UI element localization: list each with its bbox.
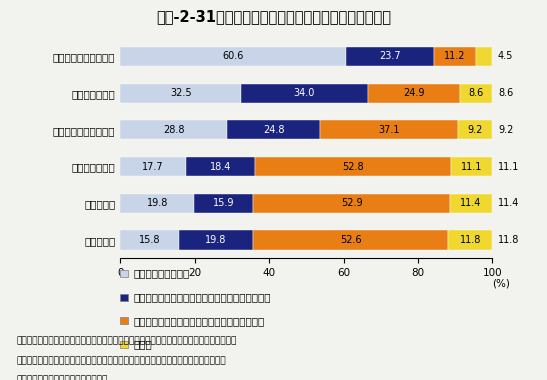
Text: 52.9: 52.9 xyxy=(341,198,362,208)
Text: 60.6: 60.6 xyxy=(223,51,244,61)
Bar xyxy=(120,120,228,139)
Bar xyxy=(228,120,319,139)
Text: 52.6: 52.6 xyxy=(340,235,362,245)
Text: 9.2: 9.2 xyxy=(498,125,513,135)
Text: 28.8: 28.8 xyxy=(163,125,185,135)
Text: 52.8: 52.8 xyxy=(342,162,364,171)
Bar xyxy=(461,84,492,103)
Text: 15.8: 15.8 xyxy=(139,235,160,245)
Text: 11.1: 11.1 xyxy=(461,162,482,171)
Bar xyxy=(449,231,492,250)
Bar xyxy=(120,47,346,66)
Text: 18.4: 18.4 xyxy=(210,162,231,171)
Text: 来年度の採用がある: 来年度の採用がある xyxy=(133,269,190,279)
Text: 研究者、外国人研究者は、今年度と比較して増加する見込みですか、減少する見込み: 研究者、外国人研究者は、今年度と比較して増加する見込みですか、減少する見込み xyxy=(16,356,226,365)
Text: 9.2: 9.2 xyxy=(467,125,482,135)
Bar xyxy=(254,157,451,176)
Text: 17.7: 17.7 xyxy=(142,162,164,171)
Text: 11.1: 11.1 xyxy=(498,162,519,171)
Bar xyxy=(450,194,492,213)
Bar xyxy=(253,231,449,250)
Text: 来年度の採用はないが、今後、採用の意向はある: 来年度の採用はないが、今後、採用の意向はある xyxy=(133,292,271,302)
Bar xyxy=(120,84,241,103)
Bar xyxy=(179,231,253,250)
Bar xyxy=(194,194,253,213)
Text: 11.8: 11.8 xyxy=(498,235,519,245)
Text: 無回答: 無回答 xyxy=(133,339,153,349)
Text: 24.8: 24.8 xyxy=(263,125,284,135)
Bar xyxy=(475,47,492,66)
Text: 19.8: 19.8 xyxy=(147,198,168,208)
Text: 注）「修士課程修了の研究者、博士課程修了の研究者、ポスドク等、中途採用研究者、派遣: 注）「修士課程修了の研究者、博士課程修了の研究者、ポスドク等、中途採用研究者、派… xyxy=(16,336,237,345)
Bar xyxy=(319,120,458,139)
Bar xyxy=(368,84,461,103)
Text: 第１-2-31図　民間企業の来年度の研究者採用の見込み: 第１-2-31図 民間企業の来年度の研究者採用の見込み xyxy=(156,10,391,24)
Bar xyxy=(186,157,254,176)
Text: 15.9: 15.9 xyxy=(213,198,234,208)
Text: 37.1: 37.1 xyxy=(378,125,399,135)
Bar xyxy=(458,120,492,139)
Bar xyxy=(120,194,194,213)
Text: 11.2: 11.2 xyxy=(444,51,465,61)
Text: 来年度の採用はなく、今後も採用の意向はない: 来年度の採用はなく、今後も採用の意向はない xyxy=(133,316,265,326)
Text: 34.0: 34.0 xyxy=(294,88,315,98)
Text: 11.8: 11.8 xyxy=(459,235,481,245)
Text: 23.7: 23.7 xyxy=(379,51,400,61)
Bar xyxy=(120,231,179,250)
Bar xyxy=(253,194,450,213)
Bar xyxy=(346,47,434,66)
Text: 11.4: 11.4 xyxy=(461,198,482,208)
Text: 19.8: 19.8 xyxy=(205,235,226,245)
Text: 11.4: 11.4 xyxy=(498,198,519,208)
Text: (%): (%) xyxy=(492,279,510,288)
Text: 8.6: 8.6 xyxy=(498,88,513,98)
Bar xyxy=(120,157,186,176)
Bar xyxy=(241,84,368,103)
Bar xyxy=(451,157,492,176)
Text: 24.9: 24.9 xyxy=(403,88,425,98)
Text: 8.6: 8.6 xyxy=(469,88,484,98)
Bar xyxy=(434,47,475,66)
Text: ですか。」という問に対する回答。: ですか。」という問に対する回答。 xyxy=(16,376,108,380)
Text: 32.5: 32.5 xyxy=(170,88,191,98)
Text: 4.5: 4.5 xyxy=(498,51,513,61)
